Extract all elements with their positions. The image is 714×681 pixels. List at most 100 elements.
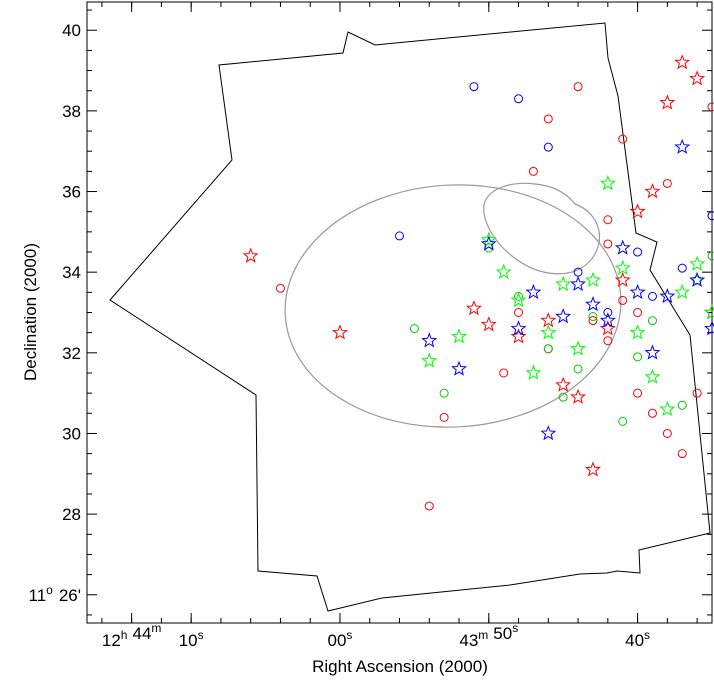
source-star bbox=[244, 249, 257, 262]
x-tick-value: 44 bbox=[132, 624, 151, 643]
source-circle bbox=[634, 353, 642, 361]
source-circle bbox=[515, 95, 523, 103]
source-circle bbox=[500, 369, 508, 377]
source-circle bbox=[574, 83, 582, 91]
x-tick-value: 00 bbox=[328, 631, 347, 650]
y-tick-label: 40 bbox=[62, 21, 81, 40]
source-star bbox=[557, 378, 570, 391]
x-tick-unit: s bbox=[198, 628, 204, 642]
x-tick-labels: 12h44m10s00s43m50s40s30s20s bbox=[102, 621, 714, 650]
source-circle bbox=[544, 143, 552, 151]
x-tick-value: 50 bbox=[493, 624, 512, 643]
y-tick-label: 11o 26' bbox=[29, 583, 82, 605]
source-circle bbox=[619, 135, 627, 143]
source-star bbox=[631, 326, 644, 339]
source-star bbox=[571, 342, 584, 355]
y-axis-title: Declination (2000) bbox=[21, 243, 40, 381]
x-ticks bbox=[102, 2, 714, 623]
source-star bbox=[333, 326, 346, 339]
contours bbox=[279, 176, 627, 435]
y-tick-label: 30 bbox=[62, 424, 81, 443]
source-star bbox=[527, 285, 540, 298]
source-star bbox=[557, 277, 570, 290]
source-circle bbox=[604, 337, 612, 345]
y-tick-label: 34 bbox=[62, 263, 81, 282]
source-star bbox=[661, 402, 674, 415]
y-tick-label: 28 bbox=[62, 505, 81, 524]
source-star bbox=[423, 334, 436, 347]
source-circle bbox=[663, 429, 671, 437]
x-tick-label: 43m 50s bbox=[459, 621, 518, 650]
data-points bbox=[244, 30, 714, 574]
source-star bbox=[452, 330, 465, 343]
source-circle bbox=[634, 309, 642, 317]
x-tick-label: 00s bbox=[328, 628, 353, 650]
source-circle bbox=[574, 365, 582, 373]
axis-titles: Right Ascension (2000) Declination (2000… bbox=[21, 243, 488, 676]
x-axis-title: Right Ascension (2000) bbox=[312, 657, 488, 676]
source-star bbox=[676, 140, 689, 153]
source-circle bbox=[678, 450, 686, 458]
source-circle bbox=[619, 296, 627, 304]
y-tick-label: 38 bbox=[62, 102, 81, 121]
source-circle bbox=[276, 284, 284, 292]
source-circle bbox=[604, 240, 612, 248]
source-circle bbox=[515, 309, 523, 317]
source-star bbox=[601, 177, 614, 190]
source-star bbox=[586, 273, 599, 286]
source-star bbox=[512, 322, 525, 335]
source-star bbox=[631, 285, 644, 298]
source-star bbox=[482, 318, 495, 331]
x-tick-value: 12 bbox=[102, 631, 121, 650]
source-star bbox=[616, 261, 629, 274]
source-circle bbox=[410, 325, 418, 333]
source-circle bbox=[708, 252, 714, 260]
x-tick-unit: m bbox=[478, 628, 488, 642]
source-star bbox=[676, 285, 689, 298]
source-star bbox=[586, 297, 599, 310]
source-circle bbox=[619, 417, 627, 425]
source-circle bbox=[663, 179, 671, 187]
source-circle bbox=[396, 232, 404, 240]
source-star bbox=[616, 241, 629, 254]
y-tick-degree: 11 bbox=[29, 586, 47, 605]
source-circle bbox=[440, 413, 448, 421]
x-tick-unit: s bbox=[346, 628, 352, 642]
source-star bbox=[542, 326, 555, 339]
source-star bbox=[527, 366, 540, 379]
y-tick-label: 32 bbox=[62, 344, 81, 363]
source-star bbox=[691, 257, 704, 270]
source-circle bbox=[425, 502, 433, 510]
cluster-loop bbox=[484, 183, 600, 273]
source-star bbox=[497, 265, 510, 278]
x-tick-label: 10s bbox=[179, 628, 204, 650]
source-star bbox=[557, 310, 570, 323]
source-circle bbox=[693, 389, 701, 397]
source-star bbox=[586, 463, 599, 476]
x-tick-value: 43 bbox=[459, 631, 478, 650]
source-circle bbox=[678, 401, 686, 409]
source-circle bbox=[648, 317, 656, 325]
x-tick-value: 40 bbox=[625, 631, 644, 650]
x-tick-unit: h bbox=[121, 628, 128, 642]
source-circle bbox=[470, 83, 478, 91]
source-circle bbox=[604, 216, 612, 224]
source-circle bbox=[544, 345, 552, 353]
source-star bbox=[601, 314, 614, 327]
x-tick-unit: s bbox=[512, 621, 518, 635]
y-tick-degree-sign: o bbox=[46, 583, 53, 597]
source-star bbox=[542, 314, 555, 327]
x-tick-unit: s bbox=[644, 628, 650, 642]
source-star bbox=[676, 56, 689, 69]
source-circle bbox=[634, 248, 642, 256]
source-circle bbox=[634, 389, 642, 397]
source-star bbox=[452, 362, 465, 375]
x-tick-value: 10 bbox=[179, 631, 198, 650]
source-circle bbox=[440, 389, 448, 397]
source-circle bbox=[648, 292, 656, 300]
source-star bbox=[542, 427, 555, 440]
source-star bbox=[691, 72, 704, 85]
source-star bbox=[646, 346, 659, 359]
source-circle bbox=[678, 264, 686, 272]
